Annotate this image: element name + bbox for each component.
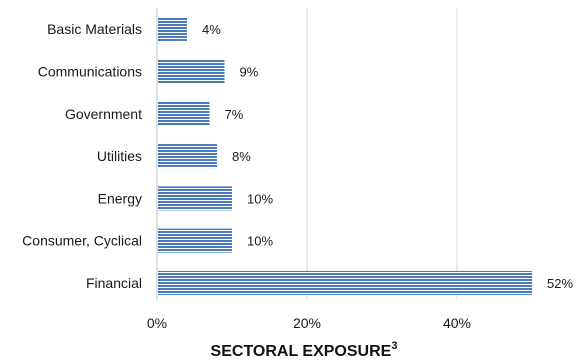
data-label-government: 7%	[225, 107, 244, 122]
gridlines	[306, 8, 458, 300]
data-label-basic-materials: 4%	[202, 22, 221, 37]
data-label-financial: 52%	[547, 276, 573, 291]
data-label-energy: 10%	[247, 191, 273, 206]
category-labels: Basic Materials Communications Government U…	[22, 21, 142, 291]
x-tick-label-40: 40%	[443, 315, 471, 331]
x-axis-tick-labels: 0% 20% 40%	[147, 315, 471, 331]
category-label-government: Government	[65, 106, 142, 122]
data-labels: 4% 9% 7% 8% 10% 10% 52%	[202, 22, 573, 291]
data-label-consumer-cyclical: 10%	[247, 234, 273, 249]
bar-utilities	[158, 144, 217, 169]
bar-energy	[158, 186, 232, 211]
category-label-communications: Communications	[38, 63, 142, 79]
bars	[158, 17, 532, 295]
chart-title-superscript: 3	[391, 340, 397, 352]
category-label-energy: Energy	[98, 190, 142, 206]
bar-consumer-cyclical	[158, 228, 232, 253]
category-label-utilities: Utilities	[97, 148, 142, 164]
bar-communications	[158, 59, 225, 84]
data-label-communications: 9%	[240, 64, 259, 79]
category-label-basic-materials: Basic Materials	[47, 21, 142, 37]
bar-government	[158, 101, 210, 126]
data-label-utilities: 8%	[232, 149, 251, 164]
bar-financial	[158, 270, 532, 295]
chart-title-text: SECTORAL EXPOSURE	[211, 343, 392, 360]
chart-title: SECTORAL EXPOSURE3	[211, 340, 398, 360]
category-label-financial: Financial	[86, 275, 142, 291]
x-tick-label-0: 0%	[147, 315, 167, 331]
bar-basic-materials	[158, 17, 187, 42]
x-tick-label-20: 20%	[293, 315, 321, 331]
category-label-consumer-cyclical: Consumer, Cyclical	[22, 233, 142, 249]
